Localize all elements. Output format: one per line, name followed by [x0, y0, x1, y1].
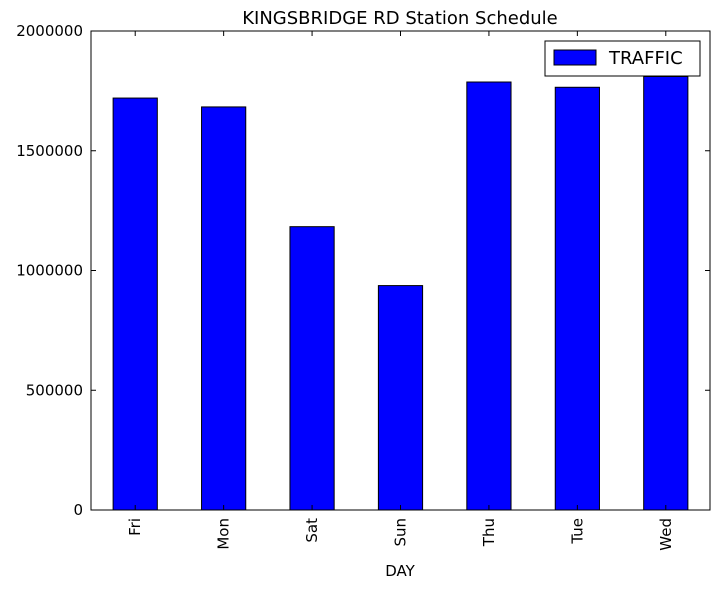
y-tick-label: 0	[73, 501, 83, 519]
bar-tue	[554, 86, 600, 511]
x-tick-label-wed: Wed	[657, 518, 675, 551]
legend: TRAFFIC	[544, 40, 701, 77]
bar-wed	[643, 76, 689, 511]
x-axis-label: DAY	[385, 562, 415, 580]
x-tick-label-mon: Mon	[215, 518, 233, 550]
bar-thu	[466, 81, 512, 511]
bars-layer	[112, 76, 689, 511]
ticks-layer: Fri Mon Sat Sun Thu Tue Wed 0 500000 1000000 15000…	[16, 22, 710, 551]
bar-sun	[377, 285, 424, 511]
y-tick-label: 500000	[26, 381, 83, 399]
y-tick-label: 1500000	[16, 142, 83, 160]
x-tick-label-tue: Tue	[568, 518, 586, 545]
legend-label-traffic: TRAFFIC	[608, 48, 683, 69]
y-tick-label: 1000000	[16, 262, 83, 280]
x-tick-label-sat: Sat	[303, 518, 321, 543]
chart-title: KINGSBRIDGE RD Station Schedule	[242, 8, 558, 29]
x-tick-label-sun: Sun	[392, 518, 410, 547]
y-tick-label: 2000000	[16, 22, 83, 40]
x-tick-label-thu: Thu	[480, 518, 498, 547]
x-tick-label-fri: Fri	[126, 518, 144, 536]
bar-sat	[289, 226, 335, 511]
bar-fri	[112, 97, 158, 511]
bar-mon	[201, 106, 247, 511]
legend-swatch-traffic	[553, 49, 597, 66]
